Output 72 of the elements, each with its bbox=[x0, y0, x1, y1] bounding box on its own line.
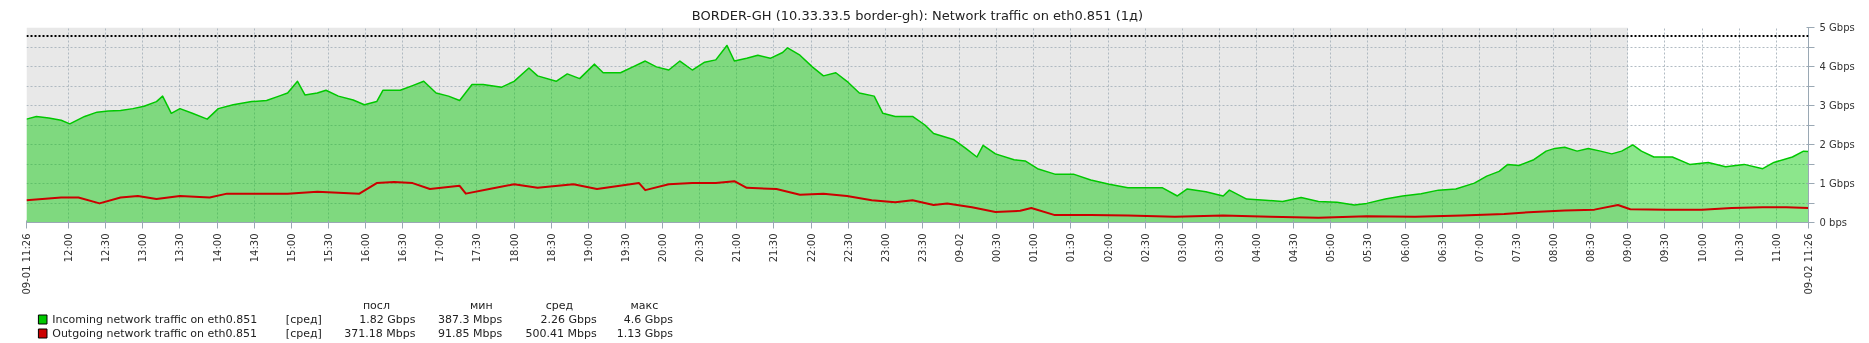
x-tick-label: 06:30 bbox=[1436, 233, 1448, 263]
y-tick-label: 3 Gbps bbox=[1819, 100, 1855, 111]
text: посл bbox=[362, 299, 390, 312]
x-tick-label: 20:00 bbox=[657, 233, 669, 263]
x-tick-label: 05:00 bbox=[1325, 233, 1337, 263]
text: [сред] bbox=[285, 327, 322, 340]
x-tick-label: 01:30 bbox=[1065, 233, 1077, 263]
text: макс bbox=[630, 299, 659, 312]
chart-title: BORDER-GH (10.33.33.5 border-gh): Network traffic on eth0.851 (1д) bbox=[691, 7, 1144, 23]
y-tick-label: 1 Gbps bbox=[1819, 178, 1855, 189]
x-tick-label: 15:00 bbox=[285, 233, 297, 263]
x-tick-label: 08:00 bbox=[1548, 233, 1560, 263]
x-tick-label: 04:30 bbox=[1288, 233, 1300, 263]
x-tick-label: 19:00 bbox=[582, 233, 594, 263]
x-tick-label: 21:30 bbox=[768, 233, 780, 263]
x-tick-label: 20:30 bbox=[694, 233, 706, 263]
x-tick-label: 10:30 bbox=[1733, 233, 1745, 263]
y-tick-label: 5 Gbps bbox=[1819, 22, 1855, 33]
text: 2.26 Gbps bbox=[540, 313, 597, 326]
y-tick-label: 0 bps bbox=[1819, 217, 1847, 228]
x-tick-label: 00:30 bbox=[991, 233, 1003, 263]
x-tick-label: 17:00 bbox=[434, 233, 446, 263]
text: 500.41 Mbps bbox=[525, 327, 597, 340]
y-tick-label: 4 Gbps bbox=[1819, 61, 1855, 72]
text: 91.85 Mbps bbox=[438, 327, 503, 340]
x-tick-label: 09-02 bbox=[954, 233, 966, 263]
x-tick-label: 03:00 bbox=[1176, 233, 1188, 263]
x-tick-label: 13:00 bbox=[137, 233, 149, 263]
x-tick-label: 07:30 bbox=[1510, 233, 1522, 263]
x-tick-label: 17:30 bbox=[471, 233, 483, 263]
x-tick-label: 13:30 bbox=[174, 233, 186, 263]
x-tick-label: 09:30 bbox=[1659, 233, 1671, 263]
x-tick-label: 22:00 bbox=[805, 233, 817, 263]
x-tick-label: 11:00 bbox=[1770, 233, 1782, 263]
x-tick-label: 15:30 bbox=[322, 233, 334, 263]
legend-label: Incoming network traffic on eth0.851 bbox=[52, 313, 258, 326]
x-tick-label: 09-01 11:26 bbox=[21, 233, 32, 295]
text: 371.18 Mbps bbox=[344, 327, 416, 340]
text: 1.82 Gbps bbox=[359, 313, 416, 326]
text: 387.3 Mbps bbox=[438, 313, 503, 326]
x-tick-label: 10:00 bbox=[1696, 233, 1708, 263]
text: 1.13 Gbps bbox=[616, 327, 674, 340]
x-tick-label: 02:00 bbox=[1102, 233, 1114, 263]
x-tick-label: 19:30 bbox=[619, 233, 631, 263]
text: сред bbox=[545, 299, 574, 312]
x-tick-label: 14:00 bbox=[211, 233, 223, 263]
legend-label: Outgoing network traffic on eth0.851 bbox=[52, 327, 258, 340]
x-tick-label: 05:30 bbox=[1362, 233, 1374, 263]
x-tick-label: 01:00 bbox=[1028, 233, 1040, 263]
text: мин bbox=[469, 299, 493, 312]
x-tick-label: 16:00 bbox=[360, 233, 372, 263]
x-tick-label: 06:00 bbox=[1399, 233, 1411, 263]
text: [сред] bbox=[285, 313, 322, 326]
x-tick-label: 08:30 bbox=[1585, 233, 1597, 263]
x-tick-label: 23:00 bbox=[879, 233, 891, 263]
x-tick-label: 09-02 11:26 bbox=[1803, 233, 1814, 295]
x-tick-label: 22:30 bbox=[842, 233, 854, 263]
text: 4.6 Gbps bbox=[623, 313, 674, 326]
x-tick-label: 07:00 bbox=[1473, 233, 1485, 263]
x-tick-label: 18:00 bbox=[508, 233, 520, 263]
x-tick-label: 03:30 bbox=[1213, 233, 1225, 263]
x-tick-label: 12:00 bbox=[63, 233, 75, 263]
x-tick-label: 16:30 bbox=[397, 233, 409, 263]
x-tick-label: 18:30 bbox=[545, 233, 557, 263]
x-tick-label: 09:00 bbox=[1622, 233, 1634, 263]
y-tick-label: 2 Gbps bbox=[1819, 139, 1855, 150]
x-tick-label: 14:30 bbox=[248, 233, 260, 263]
x-tick-label: 02:30 bbox=[1139, 233, 1151, 263]
x-tick-label: 12:30 bbox=[100, 233, 112, 263]
x-tick-label: 23:30 bbox=[916, 233, 928, 263]
x-tick-label: 21:00 bbox=[731, 233, 743, 263]
x-tick-label: 04:00 bbox=[1251, 233, 1263, 263]
